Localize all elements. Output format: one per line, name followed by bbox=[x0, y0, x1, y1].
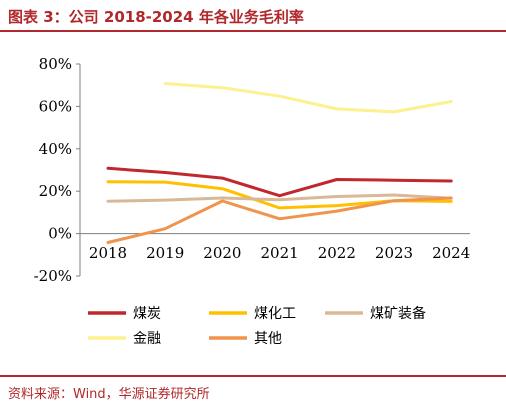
y-axis: -20% 0% 20% 40% 60% 80% bbox=[34, 55, 81, 285]
y-tick-label: 0% bbox=[48, 225, 72, 243]
source-note: 资料来源：Wind，华源证券研究所 bbox=[8, 387, 210, 402]
series-line-煤炭 bbox=[106, 166, 453, 198]
y-tick-label: -20% bbox=[34, 267, 72, 285]
series-line-其他 bbox=[106, 196, 453, 244]
legend-label: 其他 bbox=[254, 331, 282, 347]
y-tick-label: 60% bbox=[39, 97, 72, 115]
legend-label: 金融 bbox=[133, 331, 161, 347]
title-divider bbox=[0, 30, 506, 32]
series-lines bbox=[106, 82, 453, 244]
legend-label: 煤炭 bbox=[133, 306, 161, 322]
series-line-煤矿装备 bbox=[106, 193, 453, 203]
x-tick-label: 2018 bbox=[89, 244, 127, 262]
footer-divider bbox=[0, 375, 506, 377]
y-tick-label: 20% bbox=[39, 182, 72, 200]
legend-label: 煤矿装备 bbox=[370, 305, 426, 322]
x-tick-label: 2020 bbox=[203, 244, 241, 262]
x-tick-label: 2024 bbox=[432, 244, 470, 262]
x-tick-label: 2022 bbox=[318, 244, 356, 262]
y-tick-label: 40% bbox=[39, 140, 72, 158]
x-tick-label: 2023 bbox=[375, 244, 413, 262]
legend-label: 煤化工 bbox=[254, 306, 296, 322]
line-chart: -20%0%20%40%60%80% 2018 2019 2020 2021 2022 2… bbox=[34, 55, 471, 347]
series-line-金融 bbox=[163, 82, 453, 114]
x-tick-label: 2019 bbox=[146, 244, 184, 262]
y-tick-label: 80% bbox=[39, 55, 72, 73]
chart-title: 图表 3：公司 2018-2024 年各业务毛利率 bbox=[8, 8, 304, 26]
x-tick-label: 2021 bbox=[261, 244, 299, 262]
x-axis: 2018 2019 2020 2021 2022 2023 2024 bbox=[80, 233, 470, 262]
